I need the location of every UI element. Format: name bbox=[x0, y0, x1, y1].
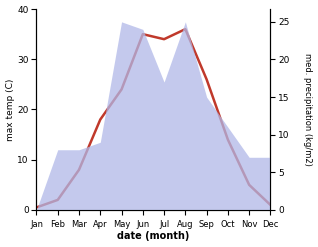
X-axis label: date (month): date (month) bbox=[117, 231, 190, 242]
Y-axis label: med. precipitation (kg/m2): med. precipitation (kg/m2) bbox=[303, 53, 313, 166]
Y-axis label: max temp (C): max temp (C) bbox=[5, 78, 15, 141]
